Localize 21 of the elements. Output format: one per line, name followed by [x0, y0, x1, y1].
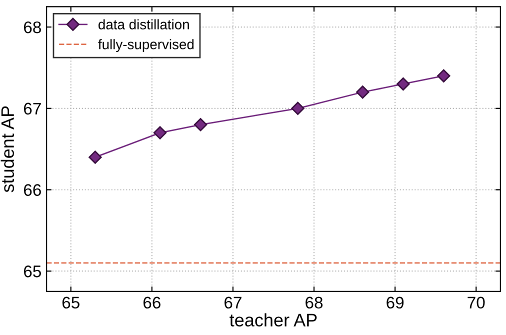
x-tick-label: 69 — [386, 296, 404, 309]
y-tick-label: 65 — [24, 266, 41, 278]
point — [291, 102, 304, 115]
x-axis-title: teacher AP — [230, 313, 317, 326]
y-tick-label: 67 — [24, 102, 41, 115]
point — [194, 118, 208, 132]
point — [396, 77, 410, 91]
y-tick-label: 68 — [24, 21, 41, 34]
point — [356, 86, 370, 99]
legend-label: data distillation — [98, 19, 189, 30]
legend-label: fully-supervised — [98, 39, 194, 52]
x-tick-label: 67 — [224, 296, 242, 309]
point — [437, 69, 450, 82]
x-tick-label: 70 — [468, 296, 485, 309]
x-tick-label: 68 — [306, 296, 323, 309]
point — [88, 150, 102, 164]
x-tick-label: 66 — [143, 296, 160, 309]
y-tick-label: 66 — [24, 184, 41, 196]
y-axis-title: student AP — [0, 106, 14, 192]
point — [153, 126, 167, 140]
x-tick-label: 65 — [62, 296, 80, 309]
